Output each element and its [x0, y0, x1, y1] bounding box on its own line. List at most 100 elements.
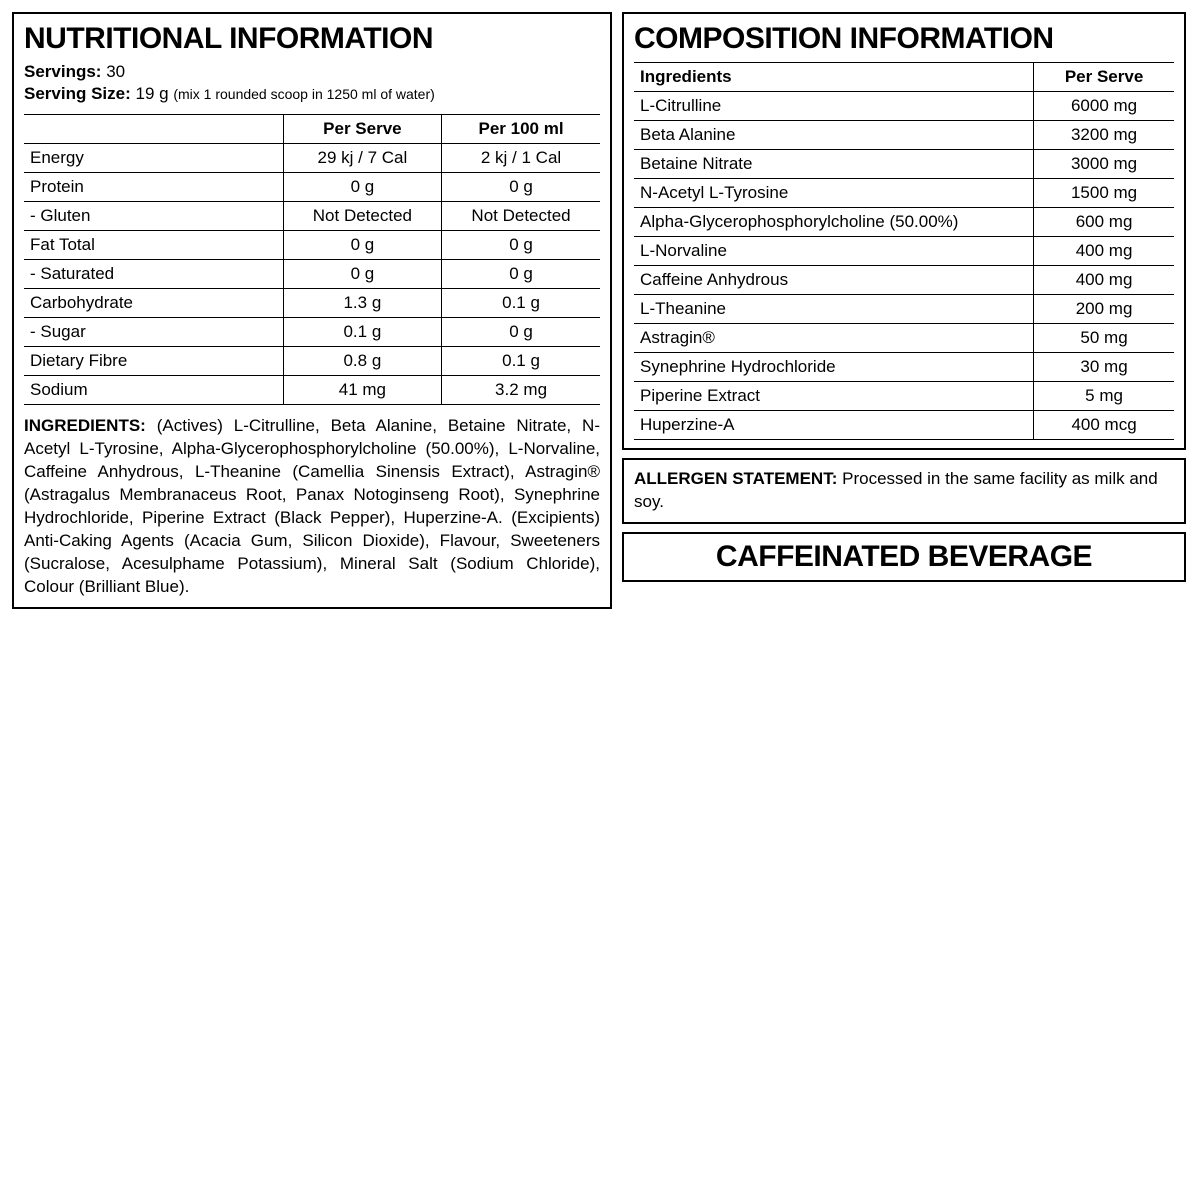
- layout-wrap: NUTRITIONAL INFORMATION Servings: 30 Ser…: [12, 12, 1188, 609]
- comp-amount: 200 mg: [1034, 295, 1174, 324]
- table-row: Huperzine-A400 mcg: [634, 411, 1174, 440]
- comp-name: L-Citrulline: [634, 92, 1034, 121]
- table-row: Alpha-Glycerophosphorylcholine (50.00%)6…: [634, 208, 1174, 237]
- comp-name: Astragin®: [634, 324, 1034, 353]
- comp-name: Alpha-Glycerophosphorylcholine (50.00%): [634, 208, 1034, 237]
- nutri-header-blank: [24, 115, 283, 144]
- nutri-per100: 0 g: [442, 318, 600, 347]
- table-row: Synephrine Hydrochloride30 mg: [634, 353, 1174, 382]
- comp-name: Synephrine Hydrochloride: [634, 353, 1034, 382]
- comp-header-row: Ingredients Per Serve: [634, 63, 1174, 92]
- nutri-per100: 0 g: [442, 260, 600, 289]
- comp-amount: 3200 mg: [1034, 121, 1174, 150]
- ingredients-label: INGREDIENTS:: [24, 416, 146, 435]
- allergen-label: ALLERGEN STATEMENT:: [634, 469, 837, 488]
- allergen-text-block: ALLERGEN STATEMENT: Processed in the sam…: [634, 468, 1174, 514]
- table-row: - Sugar0.1 g0 g: [24, 318, 600, 347]
- nutri-header-per100: Per 100 ml: [442, 115, 600, 144]
- comp-amount: 6000 mg: [1034, 92, 1174, 121]
- ingredients-block: INGREDIENTS: (Actives) L-Citrulline, Bet…: [24, 415, 600, 599]
- nutritional-panel: NUTRITIONAL INFORMATION Servings: 30 Ser…: [12, 12, 612, 609]
- nutri-perserve: 0 g: [283, 173, 441, 202]
- ingredients-text: (Actives) L-Citrulline, Beta Alanine, Be…: [24, 416, 600, 596]
- comp-name: N-Acetyl L-Tyrosine: [634, 179, 1034, 208]
- table-row: L-Theanine200 mg: [634, 295, 1174, 324]
- nutri-label: Dietary Fibre: [24, 347, 283, 376]
- comp-name: Huperzine-A: [634, 411, 1034, 440]
- comp-amount: 400 mcg: [1034, 411, 1174, 440]
- nutri-per100: 0.1 g: [442, 289, 600, 318]
- nutri-label: Fat Total: [24, 231, 283, 260]
- nutri-label: - Sugar: [24, 318, 283, 347]
- nutri-per100: 0.1 g: [442, 347, 600, 376]
- nutri-label: Energy: [24, 144, 283, 173]
- composition-title: COMPOSITION INFORMATION: [634, 22, 1174, 56]
- table-row: Piperine Extract5 mg: [634, 382, 1174, 411]
- comp-amount: 600 mg: [1034, 208, 1174, 237]
- comp-name: Piperine Extract: [634, 382, 1034, 411]
- serving-size-label: Serving Size:: [24, 84, 131, 103]
- nutri-perserve: 0.8 g: [283, 347, 441, 376]
- servings-line: Servings: 30: [24, 62, 600, 82]
- table-row: N-Acetyl L-Tyrosine1500 mg: [634, 179, 1174, 208]
- comp-body: L-Citrulline6000 mgBeta Alanine3200 mgBe…: [634, 92, 1174, 440]
- nutri-perserve: 41 mg: [283, 376, 441, 405]
- table-row: Betaine Nitrate3000 mg: [634, 150, 1174, 179]
- table-row: L-Citrulline6000 mg: [634, 92, 1174, 121]
- comp-name: Betaine Nitrate: [634, 150, 1034, 179]
- table-row: Sodium41 mg3.2 mg: [24, 376, 600, 405]
- table-row: - GlutenNot DetectedNot Detected: [24, 202, 600, 231]
- nutri-label: - Saturated: [24, 260, 283, 289]
- table-row: L-Norvaline400 mg: [634, 237, 1174, 266]
- nutri-body: Energy29 kj / 7 Cal2 kj / 1 CalProtein0 …: [24, 144, 600, 405]
- comp-amount: 400 mg: [1034, 237, 1174, 266]
- comp-name: Beta Alanine: [634, 121, 1034, 150]
- serving-note: (mix 1 rounded scoop in 1250 ml of water…: [173, 86, 434, 102]
- table-row: Dietary Fibre0.8 g0.1 g: [24, 347, 600, 376]
- right-column: COMPOSITION INFORMATION Ingredients Per …: [622, 12, 1186, 582]
- nutri-perserve: 29 kj / 7 Cal: [283, 144, 441, 173]
- table-row: Beta Alanine3200 mg: [634, 121, 1174, 150]
- nutri-perserve: 0 g: [283, 231, 441, 260]
- comp-header-ingredients: Ingredients: [634, 63, 1034, 92]
- table-row: Fat Total0 g0 g: [24, 231, 600, 260]
- comp-amount: 1500 mg: [1034, 179, 1174, 208]
- caffeinated-panel: CAFFEINATED BEVERAGE: [622, 532, 1186, 582]
- nutri-label: Sodium: [24, 376, 283, 405]
- comp-header-perserve: Per Serve: [1034, 63, 1174, 92]
- table-row: Protein0 g0 g: [24, 173, 600, 202]
- serving-size-value: 19 g: [136, 84, 169, 103]
- comp-amount: 30 mg: [1034, 353, 1174, 382]
- comp-amount: 400 mg: [1034, 266, 1174, 295]
- nutri-perserve: 0.1 g: [283, 318, 441, 347]
- table-row: Astragin®50 mg: [634, 324, 1174, 353]
- composition-table: Ingredients Per Serve L-Citrulline6000 m…: [634, 62, 1174, 440]
- composition-panel: COMPOSITION INFORMATION Ingredients Per …: [622, 12, 1186, 450]
- nutri-perserve: 0 g: [283, 260, 441, 289]
- nutri-per100: Not Detected: [442, 202, 600, 231]
- nutri-per100: 3.2 mg: [442, 376, 600, 405]
- allergen-panel: ALLERGEN STATEMENT: Processed in the sam…: [622, 458, 1186, 524]
- nutritional-title: NUTRITIONAL INFORMATION: [24, 22, 600, 56]
- nutri-perserve: Not Detected: [283, 202, 441, 231]
- nutri-label: Protein: [24, 173, 283, 202]
- nutri-per100: 2 kj / 1 Cal: [442, 144, 600, 173]
- nutri-header-row: Per Serve Per 100 ml: [24, 115, 600, 144]
- nutri-perserve: 1.3 g: [283, 289, 441, 318]
- table-row: - Saturated0 g0 g: [24, 260, 600, 289]
- comp-name: L-Theanine: [634, 295, 1034, 324]
- comp-name: L-Norvaline: [634, 237, 1034, 266]
- table-row: Caffeine Anhydrous400 mg: [634, 266, 1174, 295]
- table-row: Energy29 kj / 7 Cal2 kj / 1 Cal: [24, 144, 600, 173]
- nutri-per100: 0 g: [442, 231, 600, 260]
- nutri-label: Carbohydrate: [24, 289, 283, 318]
- serving-size-line: Serving Size: 19 g (mix 1 rounded scoop …: [24, 84, 600, 104]
- servings-value: 30: [106, 62, 125, 81]
- comp-name: Caffeine Anhydrous: [634, 266, 1034, 295]
- nutri-header-perserve: Per Serve: [283, 115, 441, 144]
- nutritional-table: Per Serve Per 100 ml Energy29 kj / 7 Cal…: [24, 114, 600, 405]
- comp-amount: 50 mg: [1034, 324, 1174, 353]
- servings-label: Servings:: [24, 62, 101, 81]
- comp-amount: 3000 mg: [1034, 150, 1174, 179]
- nutri-per100: 0 g: [442, 173, 600, 202]
